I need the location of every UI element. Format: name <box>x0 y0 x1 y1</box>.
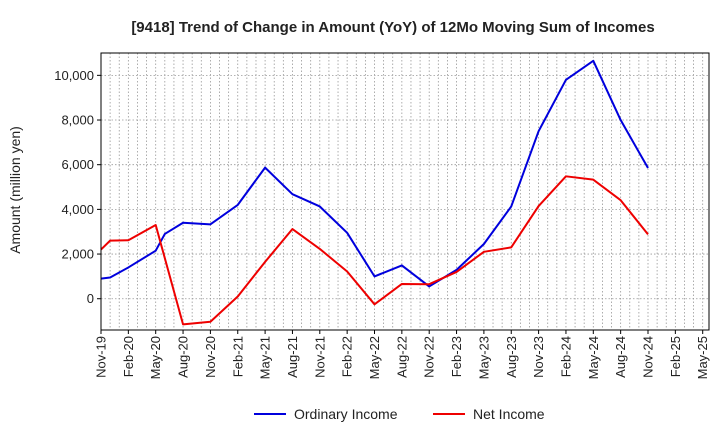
x-tick-label: Nov-22 <box>422 336 437 378</box>
legend-label-ordinary-income: Ordinary Income <box>294 406 398 422</box>
x-tick-label: Aug-22 <box>394 336 409 378</box>
x-tick-label: Aug-21 <box>285 336 300 378</box>
x-tick-label: May-25 <box>695 336 710 379</box>
y-tick-label: 0 <box>87 291 94 306</box>
x-tick-label: Feb-24 <box>558 336 573 377</box>
legend: Ordinary Income Net Income <box>254 406 545 422</box>
y-tick-label: 4,000 <box>61 202 94 217</box>
x-tick-label: May-21 <box>258 336 273 379</box>
chart-title: [9418] Trend of Change in Amount (YoY) o… <box>131 19 654 36</box>
x-tick-label: Nov-19 <box>94 336 109 378</box>
y-axis-ticks: 0 2,000 4,000 6,000 8,000 10,000 <box>54 68 101 306</box>
x-tick-label: Aug-23 <box>504 336 519 378</box>
grid <box>100 53 709 330</box>
x-tick-label: Nov-24 <box>641 336 656 378</box>
y-tick-label: 6,000 <box>61 157 94 172</box>
x-tick-label: May-22 <box>367 336 382 379</box>
y-tick-label: 2,000 <box>61 247 94 262</box>
x-tick-label: May-20 <box>148 336 163 379</box>
x-tick-label: Feb-21 <box>230 336 245 377</box>
series-line-net-income <box>100 175 649 326</box>
x-tick-label: Aug-20 <box>176 336 191 378</box>
x-tick-label: Feb-20 <box>121 336 136 377</box>
x-axis-ticks: Nov-19 Feb-20 May-20 Aug-20 Nov-20 Feb-21 May-… <box>94 330 710 379</box>
x-tick-label: Nov-21 <box>312 336 327 378</box>
x-tick-label: Aug-24 <box>613 336 628 378</box>
y-axis-label: Amount (million yen) <box>7 126 23 254</box>
y-tick-label: 10,000 <box>54 68 94 83</box>
x-tick-label: May-23 <box>476 336 491 379</box>
x-tick-label: Feb-22 <box>340 336 355 377</box>
series-line-ordinary-income <box>100 59 649 288</box>
plot-frame <box>100 52 710 331</box>
x-tick-label: Feb-23 <box>449 336 464 377</box>
legend-label-net-income: Net Income <box>473 406 545 422</box>
series-lines <box>100 59 649 326</box>
x-tick-label: Feb-25 <box>668 336 683 377</box>
x-tick-label: Nov-20 <box>203 336 218 378</box>
x-tick-label: May-24 <box>586 336 601 379</box>
x-tick-label: Nov-23 <box>531 336 546 378</box>
y-tick-label: 8,000 <box>61 113 94 128</box>
